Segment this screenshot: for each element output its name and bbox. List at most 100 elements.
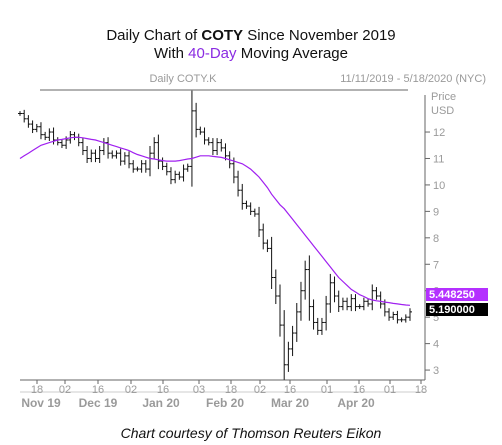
price-bar <box>160 157 165 171</box>
price-bar <box>198 126 203 135</box>
price-bar <box>387 308 392 321</box>
price-bar <box>336 290 341 312</box>
month-label: Dec 19 <box>79 396 118 410</box>
x-tick-label: 18 <box>31 384 43 396</box>
price-bar <box>324 295 329 331</box>
price-bar <box>47 128 52 141</box>
x-tick-label: 16 <box>92 384 104 396</box>
y-tick-label: 4 <box>433 339 439 351</box>
x-tick-label: 18 <box>415 384 427 396</box>
subtitle-suffix: Moving Average <box>237 45 348 62</box>
price-bar <box>294 302 299 342</box>
y-tick-label: 9 <box>433 206 439 218</box>
y-axis-head-currency: USD <box>431 105 454 117</box>
price-bar <box>378 291 383 309</box>
y-tick-label: 12 <box>433 127 445 139</box>
price-bar <box>391 311 396 320</box>
x-tick-label: 16 <box>353 384 365 396</box>
price-bar <box>101 138 106 156</box>
price-series <box>18 90 412 380</box>
price-bar <box>403 314 408 323</box>
x-tick-label: 03 <box>193 384 205 396</box>
price-bar <box>85 146 90 163</box>
price-bar <box>30 120 35 134</box>
month-label: Nov 19 <box>21 396 61 410</box>
y-tick-label: 5 <box>433 312 439 324</box>
price-bar <box>139 160 144 173</box>
price-bar <box>114 150 119 159</box>
price-bar <box>319 317 324 335</box>
price-bar <box>261 223 266 250</box>
y-tick-label: 8 <box>433 233 439 245</box>
price-bar <box>173 170 178 184</box>
price-bar <box>164 162 169 176</box>
chart-credit: Chart courtesy of Thomson Reuters Eikon <box>121 425 382 441</box>
price-bar <box>290 325 295 357</box>
x-tick-label: 02 <box>125 384 137 396</box>
price-bar <box>189 90 194 187</box>
month-labels: Nov 19 Dec 19 Jan 20 Feb 20 Mar 20 Apr 20 <box>21 396 375 410</box>
price-bar <box>206 137 211 146</box>
price-bar <box>156 134 161 170</box>
y-axis-head-price: Price <box>431 91 456 103</box>
price-bar <box>231 157 236 184</box>
price-bar <box>181 164 186 182</box>
price-bar <box>18 111 22 116</box>
price-bar <box>202 127 207 145</box>
price-last-value-tag <box>426 303 488 316</box>
price-bar <box>127 151 132 169</box>
price-bar <box>265 239 270 253</box>
price-bar <box>89 149 94 163</box>
price-bar <box>43 131 48 141</box>
price-bar <box>210 138 215 156</box>
chart-date-range: 11/11/2019 - 5/18/2020 (NYC) <box>340 73 486 85</box>
moving-average-line <box>19 136 411 306</box>
price-bar <box>76 133 81 147</box>
price-bar <box>353 294 358 312</box>
price-bar <box>219 138 224 152</box>
title-ticker: COTY <box>201 27 243 44</box>
x-tick-label: 01 <box>384 384 396 396</box>
price-bar <box>349 294 354 312</box>
price-bar <box>185 163 190 172</box>
y-tick-label: 10 <box>433 180 445 192</box>
month-label: Apr 20 <box>337 396 375 410</box>
price-bar <box>143 160 148 173</box>
x-tick-label: 16 <box>284 384 296 396</box>
price-bar <box>257 206 262 238</box>
chart-title-line1: Daily Chart of COTY Since November 2019 <box>106 27 395 44</box>
chart-title-line2: With 40-Day Moving Average <box>154 45 348 62</box>
price-bar <box>244 200 249 209</box>
price-bar <box>34 123 39 133</box>
chart-instrument-label: Daily COTY.K <box>149 73 217 85</box>
price-bar <box>278 284 282 337</box>
price-bar <box>345 297 350 311</box>
price-bar <box>177 171 182 180</box>
price-bar <box>252 208 257 217</box>
subtitle-prefix: With <box>154 45 188 62</box>
price-bar <box>286 341 291 372</box>
x-axis-ticks: 18 02 16 02 16 03 18 02 16 01 16 01 18 <box>31 380 427 396</box>
y-axis-ticks: 3456789101112 <box>425 127 445 377</box>
price-bar <box>122 152 127 165</box>
price-bar <box>248 202 253 216</box>
price-bar <box>93 149 98 163</box>
price-bar <box>135 166 140 172</box>
price-bar <box>340 297 345 311</box>
month-label: Mar 20 <box>271 396 309 410</box>
month-label: Jan 20 <box>142 396 180 410</box>
price-bar <box>273 269 278 305</box>
title-prefix: Daily Chart of <box>106 27 201 44</box>
price-bar <box>298 281 303 321</box>
price-bar <box>303 260 308 300</box>
price-bar <box>361 297 366 311</box>
price-bar <box>240 183 245 210</box>
price-bar <box>374 287 379 300</box>
price-bar <box>366 298 371 307</box>
x-tick-label: 01 <box>321 384 333 396</box>
price-bar <box>332 276 337 303</box>
y-tick-label: 7 <box>433 259 439 271</box>
price-bar <box>22 109 27 123</box>
price-bar <box>97 146 102 163</box>
